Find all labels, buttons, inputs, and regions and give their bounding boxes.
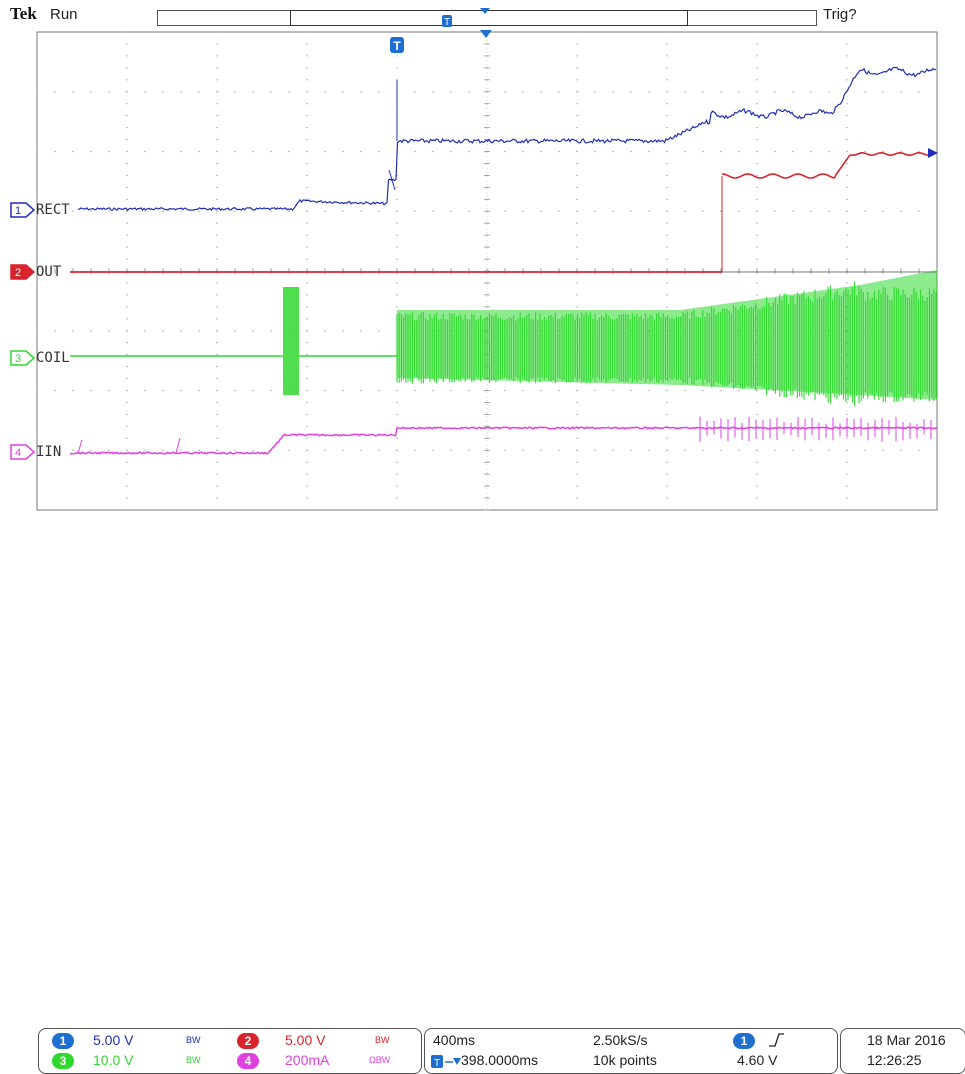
ch3-label: COIL <box>36 350 70 366</box>
rising-edge-icon <box>769 1033 784 1047</box>
ch2-out-trace <box>70 151 937 273</box>
acquisition-state: Run <box>50 6 78 23</box>
record-length: 10k points <box>593 1052 657 1068</box>
brand-logo: Tek <box>10 4 37 23</box>
trigger-status: Trig? <box>823 6 857 23</box>
expansion-point-icon <box>480 8 490 14</box>
ch4-marker-number: 4 <box>15 447 21 459</box>
ch3-scale: 10.0 V <box>93 1052 134 1068</box>
ch2-scale: 5.00 V <box>285 1032 326 1048</box>
ch2-label: OUT <box>36 264 62 280</box>
ch2-marker-number: 2 <box>15 267 21 279</box>
trigger-position-icon <box>442 15 452 27</box>
ch2-badge[interactable]: 2 <box>237 1033 259 1049</box>
ch4-badge[interactable]: 4 <box>237 1053 259 1069</box>
record-view-window[interactable] <box>290 10 688 26</box>
trigger-t-marker[interactable]: T <box>390 37 404 53</box>
ch4-scale: 200mA <box>285 1052 330 1068</box>
horizontal-readout-panel[interactable]: 400ms 2.50kS/s T 398.0000ms 10k points 1… <box>424 1028 838 1074</box>
ch4-iin-trace <box>69 416 938 455</box>
expansion-point-marker <box>480 30 492 38</box>
ch4-label: IIN <box>36 444 62 460</box>
record-trigger-marker: T <box>442 8 490 28</box>
ch4-bw-indicator: ΩBW <box>369 1055 391 1065</box>
vertical-readout-panel[interactable]: 1 5.00 V BW 2 5.00 V BW 3 10.0 V BW 4 20… <box>38 1028 422 1074</box>
waveform-display[interactable]: T <box>0 0 965 513</box>
date-display: 18 Mar 2016 <box>867 1032 946 1048</box>
status-bar: Tek Run T Trig? <box>0 0 965 30</box>
ch2-bw-indicator: BW <box>375 1035 390 1045</box>
trigger-level-marker[interactable] <box>928 148 938 158</box>
sample-rate: 2.50kS/s <box>593 1032 648 1048</box>
trigger-source-badge[interactable]: 1 <box>733 1033 755 1049</box>
trigger-t-letter: T <box>393 39 401 53</box>
readout-bar: 1 5.00 V BW 2 5.00 V BW 3 10.0 V BW 4 20… <box>0 513 965 1074</box>
ch1-badge[interactable]: 1 <box>52 1033 74 1049</box>
svg-text:T: T <box>434 1058 440 1069</box>
ch3-badge[interactable]: 3 <box>52 1053 74 1069</box>
ch1-scale: 5.00 V <box>93 1032 134 1048</box>
time-display: 12:26:25 <box>867 1052 922 1068</box>
ch1-label: RECT <box>36 202 70 218</box>
ch1-rect-trace <box>77 66 936 212</box>
horizontal-delay: 398.0000ms <box>461 1052 539 1068</box>
ch1-bw-indicator: BW <box>186 1035 201 1045</box>
trigger-level: 4.60 V <box>737 1052 778 1068</box>
ch3-marker-number: 3 <box>15 353 21 365</box>
ch3-coil-trace <box>70 270 937 407</box>
time-per-div: 400ms <box>433 1032 476 1048</box>
ch1-marker-number: 1 <box>15 205 21 217</box>
trigger-position-letter: T <box>444 17 450 28</box>
datetime-panel: 18 Mar 2016 12:26:25 <box>840 1028 965 1074</box>
delay-icon: T <box>431 1055 461 1069</box>
graticule <box>36 31 938 511</box>
ch3-bw-indicator: BW <box>186 1055 201 1065</box>
